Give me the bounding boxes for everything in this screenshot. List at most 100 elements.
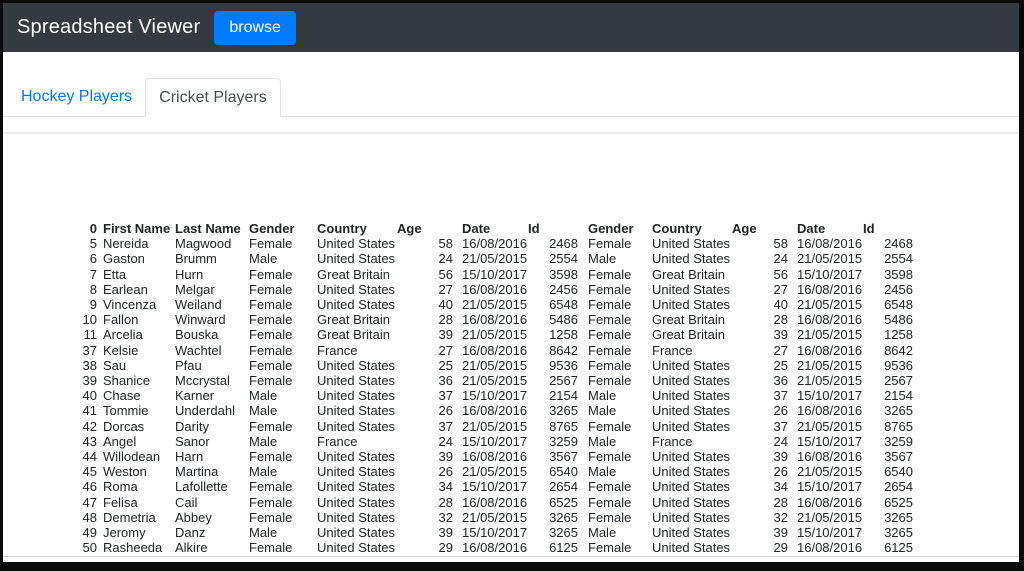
cell: United States — [317, 403, 395, 419]
cell: Cail — [175, 494, 198, 510]
tab-cricket-players[interactable]: Cricket Players — [145, 78, 281, 117]
cell: France — [317, 342, 358, 358]
cell: United States — [317, 449, 395, 465]
cell: 3567 — [884, 449, 913, 465]
cell: Female — [249, 312, 293, 328]
cell: 3265 — [549, 509, 578, 525]
cell: Great Britain — [652, 327, 725, 343]
table-row: 43 Angel Sanor Male France 24 15/10/2017 3259 Ma… — [72, 434, 915, 449]
cell: United States — [652, 464, 730, 480]
cell: 2554 — [884, 251, 913, 267]
cell: 7 — [89, 266, 97, 282]
cell: Great Britain — [317, 266, 390, 282]
cell: Wachtel — [175, 342, 222, 358]
cell: 3598 — [884, 266, 913, 282]
column-header: 0 — [89, 221, 97, 236]
cell: Female — [588, 327, 632, 343]
cell: 3265 — [549, 403, 578, 419]
cell: 21/05/2015 — [797, 509, 863, 525]
cell: Kelsie — [103, 342, 139, 358]
cell: 16/08/2016 — [797, 540, 863, 556]
cell: Angel — [103, 433, 137, 449]
cell: Female — [588, 509, 632, 525]
cell: 6 — [89, 251, 97, 267]
table-row: 47 Felisa Cail Female United States 28 16/08/2… — [72, 495, 915, 510]
cell: 2554 — [549, 251, 578, 267]
cell: 36 — [438, 373, 453, 389]
table-row: 11 Arcelia Bouska Female Great Britain 39 21/0… — [72, 327, 915, 342]
cell: 39 — [438, 449, 453, 465]
cell: 42 — [82, 418, 97, 434]
cell: 16/08/2016 — [462, 281, 528, 297]
cell: United States — [317, 251, 395, 267]
cell: 2654 — [884, 479, 913, 495]
cell: 39 — [773, 327, 788, 343]
table-row: 49 Jeromy Danz Male United States 39 15/10/201… — [72, 525, 915, 540]
cell: United States — [652, 525, 730, 541]
cell: 28 — [438, 312, 453, 328]
cell: 16/08/2016 — [797, 494, 863, 510]
browse-button[interactable]: browse — [214, 10, 296, 45]
tab-hockey-players[interactable]: Hockey Players — [21, 88, 133, 105]
cell: Male — [588, 251, 617, 267]
cell: Male — [588, 464, 617, 480]
cell: 32 — [438, 509, 453, 525]
cell: 45 — [82, 464, 97, 480]
navbar: Spreadsheet Viewer browse — [3, 3, 1019, 52]
cell: United States — [652, 540, 730, 556]
cell: Harn — [175, 449, 204, 465]
cell: 26 — [773, 403, 788, 419]
cell: Female — [249, 236, 293, 252]
cell: United States — [652, 509, 730, 525]
header-row: 0 First Name Last Name Gender Country Age Date… — [72, 221, 915, 236]
cell: Female — [249, 342, 293, 358]
cell: United States — [652, 479, 730, 495]
cell: Male — [588, 433, 617, 449]
cell: 21/05/2015 — [797, 464, 863, 480]
cell: 46 — [82, 479, 97, 495]
cell: 21/05/2015 — [462, 327, 528, 343]
cell: 21/05/2015 — [462, 464, 528, 480]
cell: France — [317, 433, 358, 449]
cell: 26 — [773, 464, 788, 480]
cell: 40 — [438, 297, 453, 313]
cell: Male — [249, 433, 278, 449]
cell: 56 — [773, 266, 788, 282]
table-row: 44 Willodean Harn Female United States 39 16/0… — [72, 449, 915, 464]
cell: Female — [588, 418, 632, 434]
cell: 21/05/2015 — [797, 251, 863, 267]
cell: 37 — [773, 418, 788, 434]
cell: 15/10/2017 — [797, 388, 863, 404]
cell: 6525 — [884, 494, 913, 510]
column-header: Date — [797, 221, 826, 236]
cell: Felisa — [103, 494, 138, 510]
table-row: 10 Fallon Winward Female Great Britain 28 16/0… — [72, 312, 915, 327]
cell: Female — [249, 373, 293, 389]
cell: Chase — [103, 388, 141, 404]
cell: 21/05/2015 — [797, 357, 863, 373]
cell: 27 — [438, 281, 453, 297]
cell: 28 — [438, 494, 453, 510]
cell: 21/05/2015 — [797, 327, 863, 343]
table-row: 37 Kelsie Wachtel Female France 27 16/08/2016 8… — [72, 343, 915, 358]
cell: Male — [588, 525, 617, 541]
bottom-divider — [3, 556, 1019, 557]
spreadsheet-table: 0 First Name Last Name Gender Country Age Date… — [72, 221, 915, 555]
column-header: Gender — [249, 221, 295, 236]
column-header: Gender — [588, 221, 634, 236]
cell: United States — [652, 388, 730, 404]
cell: France — [652, 433, 693, 449]
cell: Female — [588, 540, 632, 556]
cell: 3259 — [549, 433, 578, 449]
column-header: Age — [732, 221, 757, 236]
cell: 8642 — [884, 342, 913, 358]
cell: Female — [588, 373, 632, 389]
cell: 16/08/2016 — [462, 540, 528, 556]
table-row: 42 Dorcas Darity Female United States 37 21/05… — [72, 419, 915, 434]
cell: Female — [588, 494, 632, 510]
cell: 15/10/2017 — [462, 266, 528, 282]
cell: United States — [317, 479, 395, 495]
app-title: Spreadsheet Viewer — [17, 16, 201, 38]
cell: 3259 — [884, 433, 913, 449]
cell: 21/05/2015 — [797, 373, 863, 389]
